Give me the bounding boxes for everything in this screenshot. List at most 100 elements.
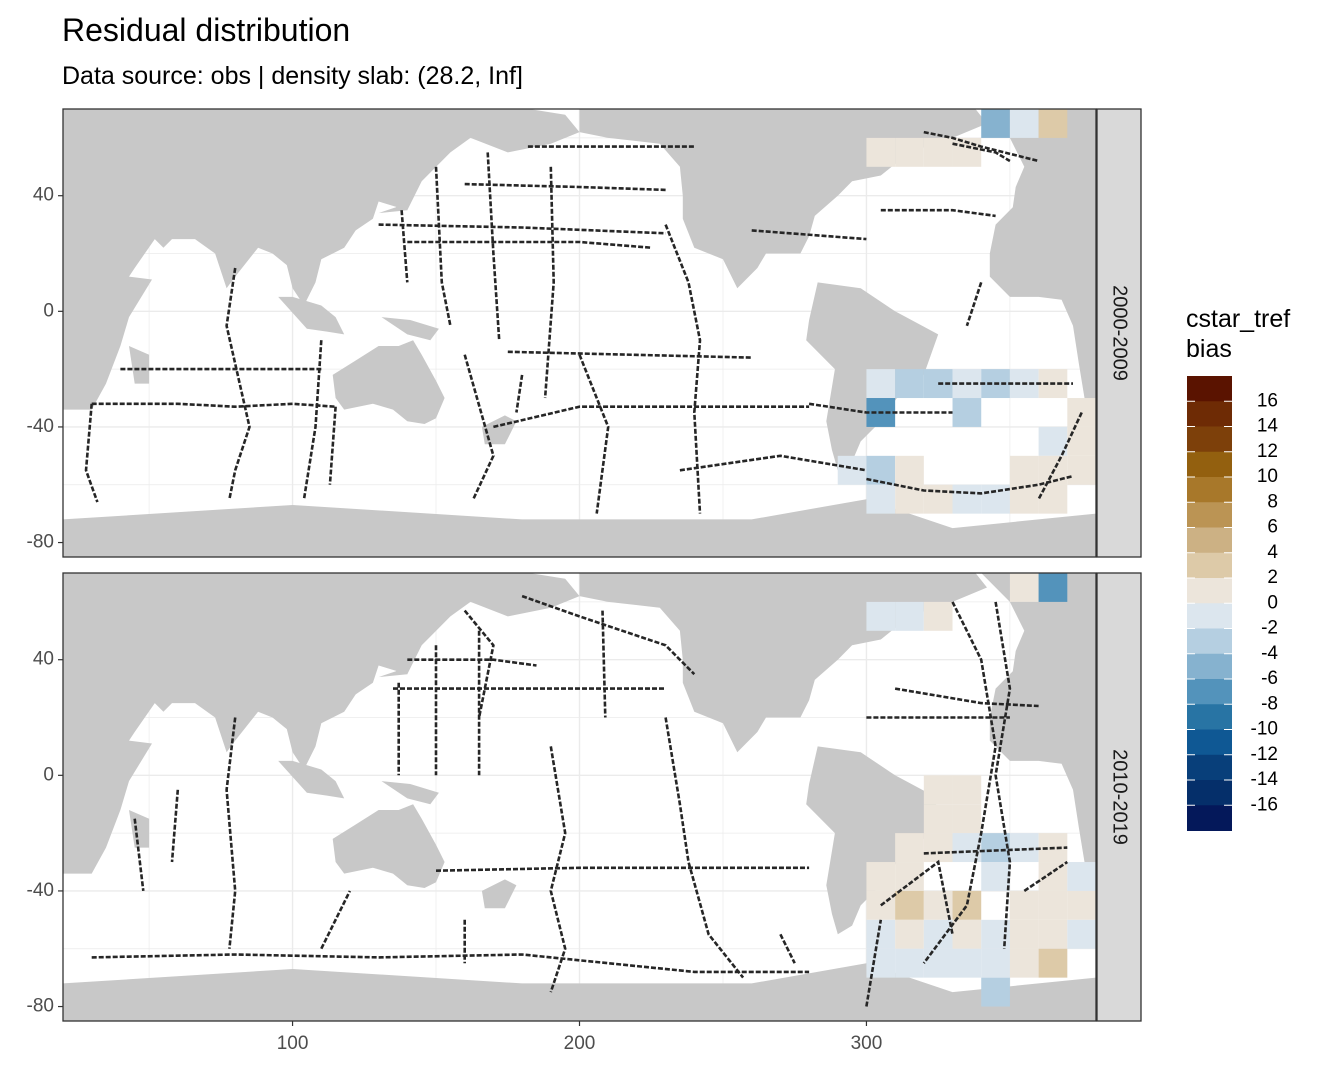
legend-label: 14 <box>1257 416 1279 437</box>
obs-track <box>880 208 996 218</box>
landmass <box>129 346 150 384</box>
legend-label: -4 <box>1261 643 1278 664</box>
landmass <box>63 573 580 874</box>
obs-track <box>225 267 251 500</box>
bias-cell <box>923 137 953 167</box>
bias-cell <box>866 137 896 167</box>
legend-swatch <box>1187 603 1232 629</box>
landmass <box>332 804 445 888</box>
legend-swatch <box>1187 451 1232 478</box>
legend-label: 8 <box>1267 491 1278 512</box>
obs-track <box>463 609 495 718</box>
legend-swatch <box>1187 578 1232 604</box>
bias-cell <box>1038 948 1068 978</box>
y-tick-label: -40 <box>27 880 54 901</box>
facet-strip <box>1096 108 1142 558</box>
bias-cell <box>1009 890 1039 920</box>
legend-label: -12 <box>1251 744 1278 765</box>
bias-cell <box>952 890 982 920</box>
bias-cell <box>866 862 896 891</box>
bias-cell <box>895 137 924 167</box>
x-tick-label: 300 <box>851 1033 883 1054</box>
landmass <box>981 109 1096 410</box>
obs-track <box>463 354 495 500</box>
bias-cell <box>952 919 982 949</box>
bias-cell <box>981 862 1010 891</box>
bias-cell <box>1038 890 1068 920</box>
bias-cell <box>866 948 896 978</box>
bias-cell <box>923 919 953 949</box>
bias-cell <box>923 601 953 631</box>
obs-track <box>91 402 336 409</box>
obs-track <box>507 350 752 359</box>
bias-cell <box>866 369 896 399</box>
obs-track <box>751 229 867 241</box>
bias-cell <box>1038 919 1068 949</box>
chart-subtitle: Data source: obs | density slab: (28.2, … <box>62 62 523 90</box>
legend-swatch <box>1187 401 1232 427</box>
obs-track <box>521 594 696 676</box>
legend-label: -8 <box>1261 693 1278 714</box>
obs-track <box>578 354 610 514</box>
observation-tracks <box>84 130 1083 514</box>
bias-cell <box>895 601 924 631</box>
legend-swatch <box>1187 477 1232 503</box>
bias-cell <box>1009 455 1039 485</box>
bias-cell <box>1067 862 1096 891</box>
x-tick-label: 200 <box>564 1033 596 1054</box>
legend-label: -10 <box>1251 719 1278 740</box>
obs-track <box>865 919 883 1007</box>
bias-cell <box>1067 890 1096 920</box>
bias-cell <box>1009 948 1039 978</box>
bias-cell <box>981 977 1010 1007</box>
y-tick-label: 0 <box>43 300 54 321</box>
landmass <box>378 189 414 214</box>
legend-label: -6 <box>1261 668 1278 689</box>
landmass <box>332 340 445 424</box>
legend-swatch <box>1187 780 1232 806</box>
bias-cell <box>1009 573 1039 602</box>
chart-title: Residual distribution <box>62 12 351 48</box>
bias-cell <box>1067 455 1096 485</box>
landmass <box>381 317 439 341</box>
y-tick-label: 0 <box>43 764 54 785</box>
obs-track <box>486 152 501 341</box>
x-tick-label: 100 <box>277 1033 309 1054</box>
bias-cell <box>895 484 924 514</box>
obs-track <box>464 182 666 192</box>
legend-label: 2 <box>1267 567 1278 588</box>
landmass <box>378 653 414 678</box>
obs-track <box>133 818 145 892</box>
legend-label: 16 <box>1257 390 1278 411</box>
obs-track <box>170 789 180 863</box>
bias-cell <box>952 484 982 514</box>
legend-label: 12 <box>1257 441 1278 462</box>
obs-track <box>664 717 745 979</box>
obs-track <box>923 846 1068 855</box>
obs-track <box>866 474 1074 495</box>
bias-cell <box>1009 919 1039 949</box>
obs-track <box>1037 411 1083 500</box>
panel-border <box>62 108 1097 558</box>
obs-track <box>664 224 702 514</box>
obs-track <box>435 866 810 872</box>
legend-swatch <box>1187 376 1232 402</box>
landmass <box>63 963 1096 1021</box>
legend-swatch <box>1187 653 1232 680</box>
legend-label: -16 <box>1251 794 1278 815</box>
obs-track <box>601 610 607 718</box>
bias-cell <box>895 919 924 949</box>
obs-track <box>994 601 1012 949</box>
bias-cell <box>1038 862 1068 891</box>
legend-swatch <box>1187 527 1232 554</box>
bias-cell <box>952 833 982 863</box>
bias-cell <box>923 833 953 863</box>
y-tick-label: -80 <box>27 532 54 553</box>
bias-cell <box>1009 109 1039 138</box>
legend-label: 0 <box>1267 592 1278 613</box>
bias-cell <box>895 862 924 891</box>
obs-track <box>679 454 867 472</box>
obs-track <box>880 859 954 935</box>
obs-track <box>1023 860 1069 892</box>
